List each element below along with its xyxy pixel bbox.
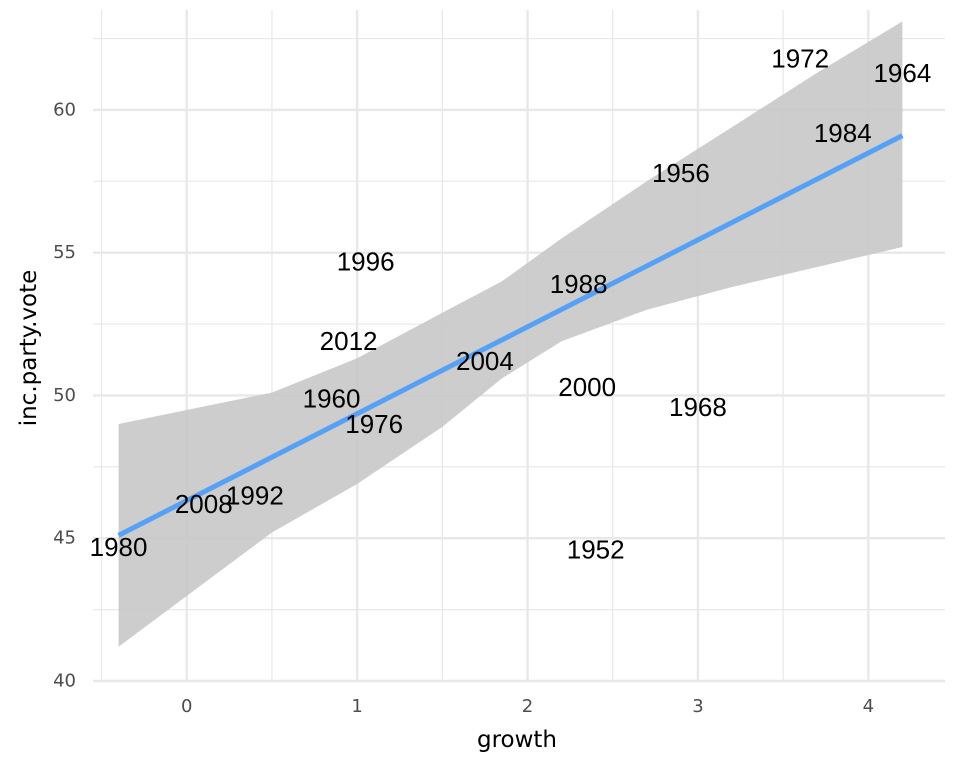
point-label-1996: 1996 <box>337 246 395 276</box>
y-tick-label: 40 <box>53 671 76 692</box>
point-label-1960: 1960 <box>303 383 361 413</box>
point-label-2012: 2012 <box>320 326 378 356</box>
point-label-1972: 1972 <box>771 44 829 74</box>
point-label-1968: 1968 <box>669 392 727 422</box>
point-label-2004: 2004 <box>456 346 514 376</box>
y-tick-label: 55 <box>53 242 76 263</box>
point-label-1984: 1984 <box>814 118 872 148</box>
point-label-1964: 1964 <box>873 58 931 88</box>
point-labels-layer: 1952 1956 1960 1964 1968 1972 1976 1980 1984 1988… <box>90 44 932 565</box>
x-tick-label: 0 <box>181 696 192 717</box>
point-label-2000: 2000 <box>558 372 616 402</box>
point-label-1976: 1976 <box>345 409 403 439</box>
point-label-2008: 2008 <box>175 489 233 519</box>
x-tick-label: 3 <box>692 696 703 717</box>
point-label-1952: 1952 <box>567 535 625 565</box>
y-tick-label: 50 <box>53 385 76 406</box>
point-label-1992: 1992 <box>226 480 284 510</box>
x-tick-label: 1 <box>351 696 362 717</box>
point-label-1988: 1988 <box>550 269 608 299</box>
fit-line <box>117 133 904 538</box>
y-tick-label: 45 <box>53 528 76 549</box>
point-label-1980: 1980 <box>90 532 148 562</box>
x-tick-label: 4 <box>863 696 874 717</box>
x-axis-title: growth <box>477 727 557 753</box>
fit-line-layer <box>117 133 904 538</box>
point-label-1956: 1956 <box>652 158 710 188</box>
y-axis-title: inc.party.vote <box>16 270 42 427</box>
y-tick-label: 60 <box>53 99 76 120</box>
x-tick-label: 2 <box>522 696 533 717</box>
tick-labels-layer: 0 1 2 3 4 40 45 50 55 60 <box>53 99 874 717</box>
